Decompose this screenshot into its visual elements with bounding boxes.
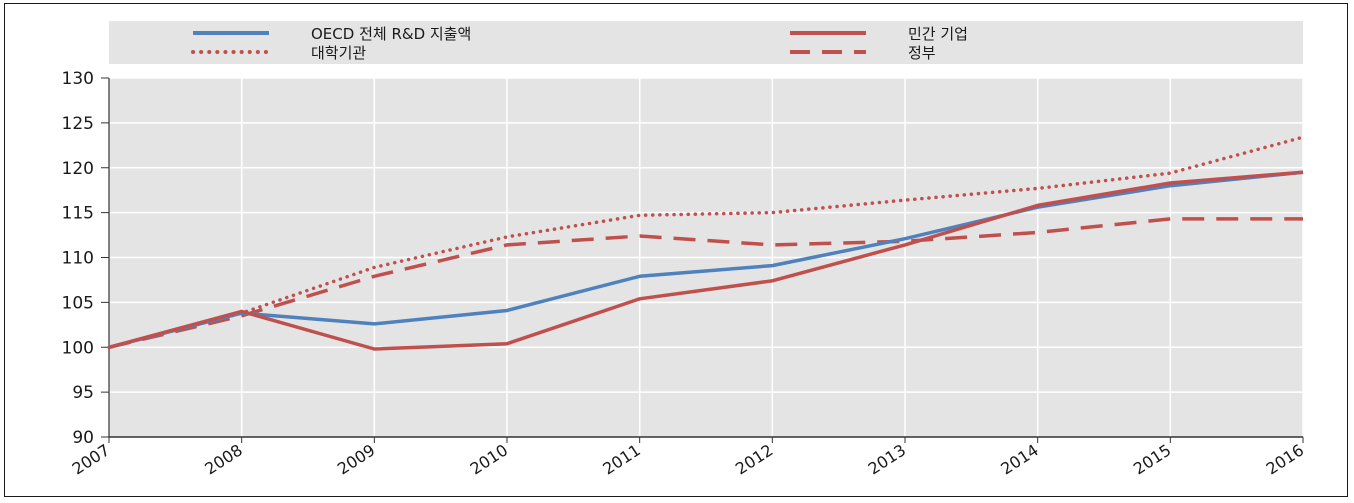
y-tick-label: 110 (62, 249, 94, 269)
x-tick-label: 2012 (732, 440, 776, 478)
y-tick-label: 120 (62, 159, 94, 179)
legend-label-business: 민간 기업 (908, 24, 968, 43)
legend-label-university: 대학기관 (311, 43, 367, 62)
y-tick-label: 90 (72, 428, 94, 448)
y-tick-label: 105 (62, 293, 94, 313)
y-tick-label: 100 (62, 338, 94, 358)
x-tick-label: 2010 (467, 440, 511, 478)
legend-item-oecd-total: OECD 전체 R&D 지출액 (191, 23, 471, 43)
y-tick-label: 115 (62, 204, 94, 224)
legend-swatch-government (790, 50, 866, 54)
x-tick-label: 2016 (1263, 440, 1307, 478)
series-line-business (108, 170, 1304, 351)
legend-label-government: 정부 (908, 43, 936, 62)
series-line-oecd-total (108, 170, 1304, 349)
series-line-university (107, 135, 1305, 350)
y-tick-label: 95 (72, 383, 94, 403)
legend-item-government: 정부 (788, 42, 936, 62)
legend-item-business: 민간 기업 (788, 23, 968, 43)
y-tick-label: 130 (62, 69, 94, 89)
x-tick-label: 2015 (1130, 440, 1174, 478)
legend-swatch-oecd-total (193, 31, 269, 35)
x-tick-label: 2008 (201, 440, 245, 478)
legend-label-oecd-total: OECD 전체 R&D 지출액 (311, 24, 472, 43)
x-tick-label: 2013 (865, 440, 909, 478)
chart-frame (4, 3, 1348, 497)
x-tick-label: 2011 (599, 440, 643, 478)
x-tick-label: 2009 (334, 440, 378, 478)
x-tick-label: 2014 (997, 440, 1041, 478)
legend-swatch-university (191, 50, 271, 54)
series-line-government (108, 217, 1303, 350)
legend-swatch-business (790, 31, 866, 35)
legend-item-university: 대학기관 (191, 42, 366, 62)
y-tick-label: 125 (62, 114, 94, 134)
legend: OECD 전체 R&D 지출액 대학기관 민간 기업 정부 (109, 21, 1303, 64)
